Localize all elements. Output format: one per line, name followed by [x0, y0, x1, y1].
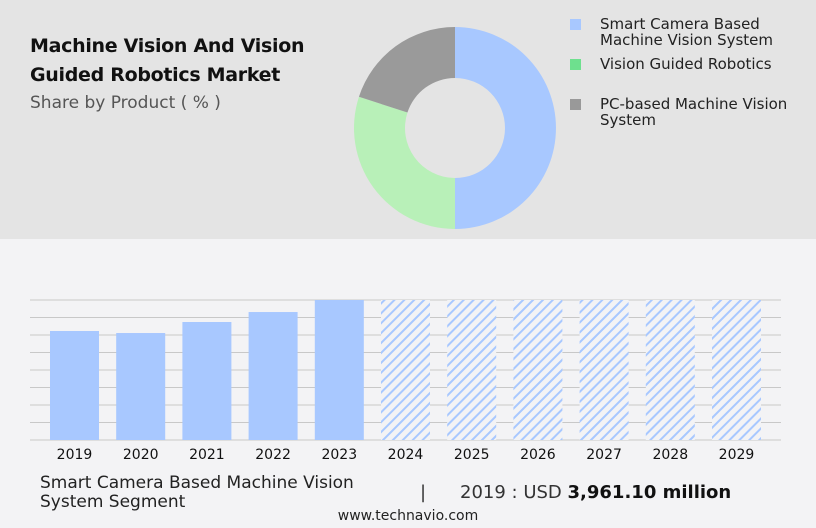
legend-label: Vision Guided Robotics — [600, 55, 772, 73]
x-tick-label: 2019 — [57, 447, 93, 463]
separator: | — [420, 482, 427, 503]
donut-slice — [353, 96, 455, 230]
source-link[interactable]: www.technavio.com — [337, 508, 479, 524]
legend-item: PC-based Machine Vision System — [568, 96, 808, 130]
x-tick-label: 2025 — [454, 447, 490, 463]
bar — [314, 300, 364, 440]
donut-slice — [358, 27, 455, 113]
x-tick-label: 2021 — [189, 447, 225, 463]
x-tick-label: 2023 — [321, 447, 357, 463]
x-tick-label: 2027 — [586, 447, 622, 463]
legend-swatch — [570, 19, 581, 30]
chart-title: Machine Vision And Vision Guided Robotic… — [30, 35, 305, 86]
forecast-bar — [513, 300, 563, 440]
bar — [50, 331, 99, 440]
forecast-bar — [381, 300, 430, 440]
segment-label: Smart Camera Based Machine Vision System… — [40, 473, 354, 512]
forecast-bar — [579, 300, 629, 440]
x-tick-label: 2020 — [123, 447, 159, 463]
forecast-bar — [447, 300, 497, 440]
donut-slice — [455, 27, 556, 229]
value-amount: 3,961.10 million — [567, 482, 732, 503]
bar — [248, 312, 298, 440]
chart-subtitle: Share by Product ( % ) — [30, 93, 221, 113]
bar-chart: 2019 2020 2021 2022 2023 2024 2025 2026 2027 2028… — [30, 299, 781, 463]
x-tick-label: 2028 — [652, 447, 688, 463]
segment-value: 2019 : USD 3,961.10 million — [460, 482, 731, 503]
legend-swatch — [570, 59, 581, 70]
legend-swatch — [570, 99, 581, 110]
x-tick-label: 2029 — [719, 447, 755, 463]
x-tick-label: 2022 — [255, 447, 291, 463]
legend: Smart Camera Based Machine Vision System… — [568, 16, 808, 146]
legend-item: Smart Camera Based Machine Vision System — [568, 16, 808, 50]
forecast-bar — [645, 300, 695, 440]
forecast-bar — [712, 300, 761, 440]
legend-label: PC-based Machine Vision System — [600, 95, 788, 129]
x-tick-label: 2024 — [388, 447, 424, 463]
x-tick-label: 2026 — [520, 447, 556, 463]
donut-chart — [353, 27, 556, 230]
legend-label: Smart Camera Based Machine Vision System — [600, 15, 774, 49]
bar — [116, 333, 166, 440]
bar — [182, 322, 232, 440]
legend-item: Vision Guided Robotics — [568, 56, 808, 90]
value-prefix: 2019 : USD — [460, 482, 562, 503]
